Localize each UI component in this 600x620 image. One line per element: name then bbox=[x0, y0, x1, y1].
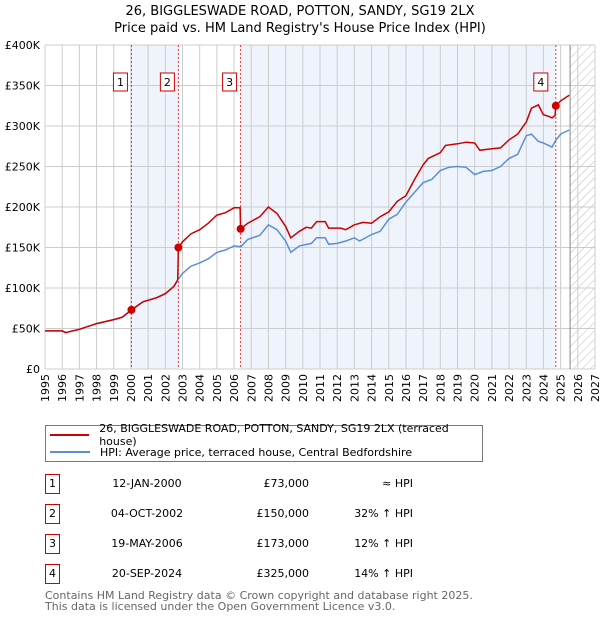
x-tick-label: 2027 bbox=[589, 374, 600, 402]
table-row: 4 20-SEP-2024 £325,000 14% ↑ HPI bbox=[45, 564, 445, 584]
sale-hpi-comparison: 14% ↑ HPI bbox=[354, 567, 413, 580]
legend-swatch-red bbox=[50, 434, 90, 436]
property-price-line bbox=[45, 94, 570, 334]
x-tick-label: 2007 bbox=[245, 374, 258, 402]
legend-label: 26, BIGGLESWADE ROAD, POTTON, SANDY, SG1… bbox=[99, 422, 449, 448]
sale-number-badge: 1 bbox=[45, 474, 60, 494]
x-tick-label: 2012 bbox=[331, 374, 344, 402]
x-tick-label: 2011 bbox=[314, 374, 327, 402]
x-tick-label: 2002 bbox=[159, 374, 172, 402]
x-tick-label: 2018 bbox=[434, 374, 447, 402]
chart-subtitle: Price paid vs. HM Land Registry's House … bbox=[114, 21, 486, 36]
x-tick-label: 2008 bbox=[262, 374, 275, 402]
table-row: 2 04-OCT-2002 £150,000 32% ↑ HPI bbox=[45, 504, 445, 524]
x-tick-label: 2016 bbox=[400, 374, 413, 402]
x-tick-label: 2000 bbox=[125, 374, 138, 402]
sale-label: 3 bbox=[226, 76, 233, 89]
sale-label: 1 bbox=[117, 76, 124, 89]
x-tick-label: 2004 bbox=[194, 374, 207, 402]
sale-label-box bbox=[112, 72, 128, 92]
x-tick-label: 1995 bbox=[39, 374, 52, 402]
sale-point bbox=[127, 305, 136, 314]
x-tick-label: 1997 bbox=[73, 374, 86, 402]
footer-line-1: Contains HM Land Registry data © Crown c… bbox=[45, 589, 473, 602]
sale-number-badge: 2 bbox=[45, 504, 60, 524]
sale-date: 04-OCT-2002 bbox=[110, 507, 184, 520]
y-tick-label: £250K bbox=[5, 161, 41, 174]
x-tick-label: 2001 bbox=[142, 374, 155, 402]
sale-date: 12-JAN-2000 bbox=[112, 477, 182, 490]
chart-title: 26, BIGGLESWADE ROAD, POTTON, SANDY, SG1… bbox=[125, 4, 475, 19]
x-tick-label: 2020 bbox=[469, 374, 482, 402]
legend-swatch-blue bbox=[50, 451, 90, 453]
x-tick-label: 2015 bbox=[383, 374, 396, 402]
sale-number-badge: 4 bbox=[45, 564, 60, 584]
x-tick-label: 1996 bbox=[56, 374, 69, 402]
sale-date: 20-SEP-2024 bbox=[111, 567, 183, 580]
table-row: 1 12-JAN-2000 £73,000 ≈ HPI bbox=[45, 474, 445, 494]
x-tick-label: 2013 bbox=[348, 374, 361, 402]
sale-hpi-comparison: 32% ↑ HPI bbox=[354, 507, 413, 520]
x-tick-label: 2021 bbox=[486, 374, 499, 402]
table-row: 3 19-MAY-2006 £173,000 12% ↑ HPI bbox=[45, 534, 445, 554]
x-tick-label: 2026 bbox=[572, 374, 585, 402]
sale-hpi-comparison: ≈ HPI bbox=[382, 477, 413, 490]
x-tick-label: 2022 bbox=[503, 374, 516, 402]
price-chart: 1995 1996 1997 1998 1999 2000 2001 2002 2003 2004… bbox=[5, 39, 600, 402]
x-tick-label: 2017 bbox=[417, 374, 430, 402]
y-tick-label: £350K bbox=[5, 80, 41, 93]
sale-label-box bbox=[533, 72, 549, 92]
x-tick-label: 1999 bbox=[108, 374, 121, 402]
sale-date: 19-MAY-2006 bbox=[111, 537, 183, 550]
y-tick-label: £300K bbox=[5, 120, 41, 133]
x-tick-label: 2025 bbox=[555, 374, 568, 402]
sale-price: £73,000 bbox=[263, 477, 310, 490]
x-tick-label: 2023 bbox=[520, 374, 533, 402]
x-tick-label: 2009 bbox=[280, 374, 293, 402]
footer-line-2: This data is licensed under the Open Gov… bbox=[45, 600, 396, 613]
sale-point bbox=[236, 224, 245, 233]
legend-item-hpi: HPI: Average price, terraced house, Cent… bbox=[50, 444, 412, 460]
sale-label-box bbox=[159, 72, 175, 92]
sale-point bbox=[174, 243, 183, 252]
sale-point bbox=[551, 101, 560, 110]
sale-price: £150,000 bbox=[256, 507, 310, 520]
y-tick-label: £100K bbox=[5, 282, 41, 295]
sale-number-badge: 3 bbox=[45, 534, 60, 554]
x-tick-label: 2010 bbox=[297, 374, 310, 402]
y-tick-label: £400K bbox=[5, 39, 41, 52]
sale-price: £173,000 bbox=[256, 537, 310, 550]
legend-item-property: 26, BIGGLESWADE ROAD, POTTON, SANDY, SG1… bbox=[50, 422, 482, 448]
y-tick-label: £0 bbox=[26, 363, 40, 376]
y-tick-label: £200K bbox=[5, 201, 41, 214]
x-tick-label: 1998 bbox=[91, 374, 104, 402]
legend: 26, BIGGLESWADE ROAD, POTTON, SANDY, SG1… bbox=[45, 422, 483, 462]
sale-price: £325,000 bbox=[256, 567, 310, 580]
x-tick-label: 2024 bbox=[537, 374, 550, 402]
legend-label: HPI: Average price, terraced house, Cent… bbox=[100, 445, 413, 459]
x-tick-label: 2019 bbox=[452, 374, 465, 402]
sale-label: 4 bbox=[537, 76, 544, 89]
y-tick-label: £50K bbox=[12, 323, 41, 336]
x-tick-label: 2014 bbox=[366, 374, 379, 402]
sale-label: 2 bbox=[164, 76, 171, 89]
x-tick-label: 2005 bbox=[211, 374, 224, 402]
y-tick-label: £150K bbox=[5, 242, 41, 255]
sale-label-box bbox=[222, 72, 238, 92]
sale-hpi-comparison: 12% ↑ HPI bbox=[354, 537, 413, 550]
x-tick-label: 2006 bbox=[228, 374, 241, 402]
x-tick-label: 2003 bbox=[177, 374, 190, 402]
